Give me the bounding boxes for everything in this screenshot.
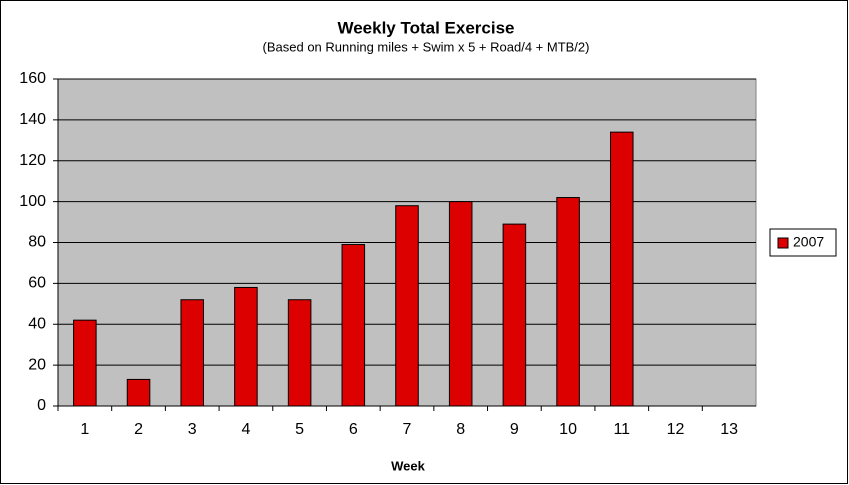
x-tick-label: 7 — [403, 421, 412, 438]
y-tick-label: 60 — [28, 275, 46, 292]
bar — [502, 223, 527, 407]
bar — [234, 286, 258, 407]
x-tick-label: 12 — [667, 421, 685, 438]
x-tick-label: 2 — [134, 421, 143, 438]
bar — [341, 244, 366, 407]
bar — [73, 319, 97, 407]
bar — [609, 131, 634, 407]
x-tick-label: 6 — [349, 421, 358, 438]
y-tick-label: 40 — [28, 315, 46, 332]
bar — [287, 299, 312, 407]
bar — [556, 197, 580, 407]
y-tick-label: 120 — [19, 152, 46, 169]
y-tick-label: 100 — [19, 193, 46, 210]
chart-subtitle: (Based on Running miles + Swim x 5 + Roa… — [263, 39, 590, 54]
x-tick-label: 9 — [510, 421, 519, 438]
x-axis-label: Week — [391, 458, 425, 473]
x-tick-label: 1 — [80, 421, 89, 438]
y-tick-label: 20 — [28, 356, 46, 373]
legend-label: 2007 — [793, 234, 824, 250]
x-tick-label: 4 — [241, 421, 250, 438]
x-tick-label: 11 — [613, 421, 630, 438]
bar — [395, 205, 419, 407]
y-tick-label: 140 — [19, 111, 46, 128]
x-tick-label: 10 — [559, 421, 577, 438]
bar — [448, 201, 473, 407]
x-tick-label: 8 — [456, 421, 465, 438]
x-tick-label: 13 — [720, 421, 738, 438]
x-tick-label: 3 — [188, 421, 197, 438]
bar — [126, 378, 151, 407]
chart-title: Weekly Total Exercise — [337, 18, 514, 37]
y-tick-label: 160 — [19, 70, 46, 87]
y-tick-label: 80 — [28, 234, 46, 251]
y-tick-label: 0 — [37, 397, 46, 414]
x-tick-label: 5 — [295, 421, 304, 438]
legend-swatch — [777, 237, 789, 249]
bar — [180, 299, 205, 407]
